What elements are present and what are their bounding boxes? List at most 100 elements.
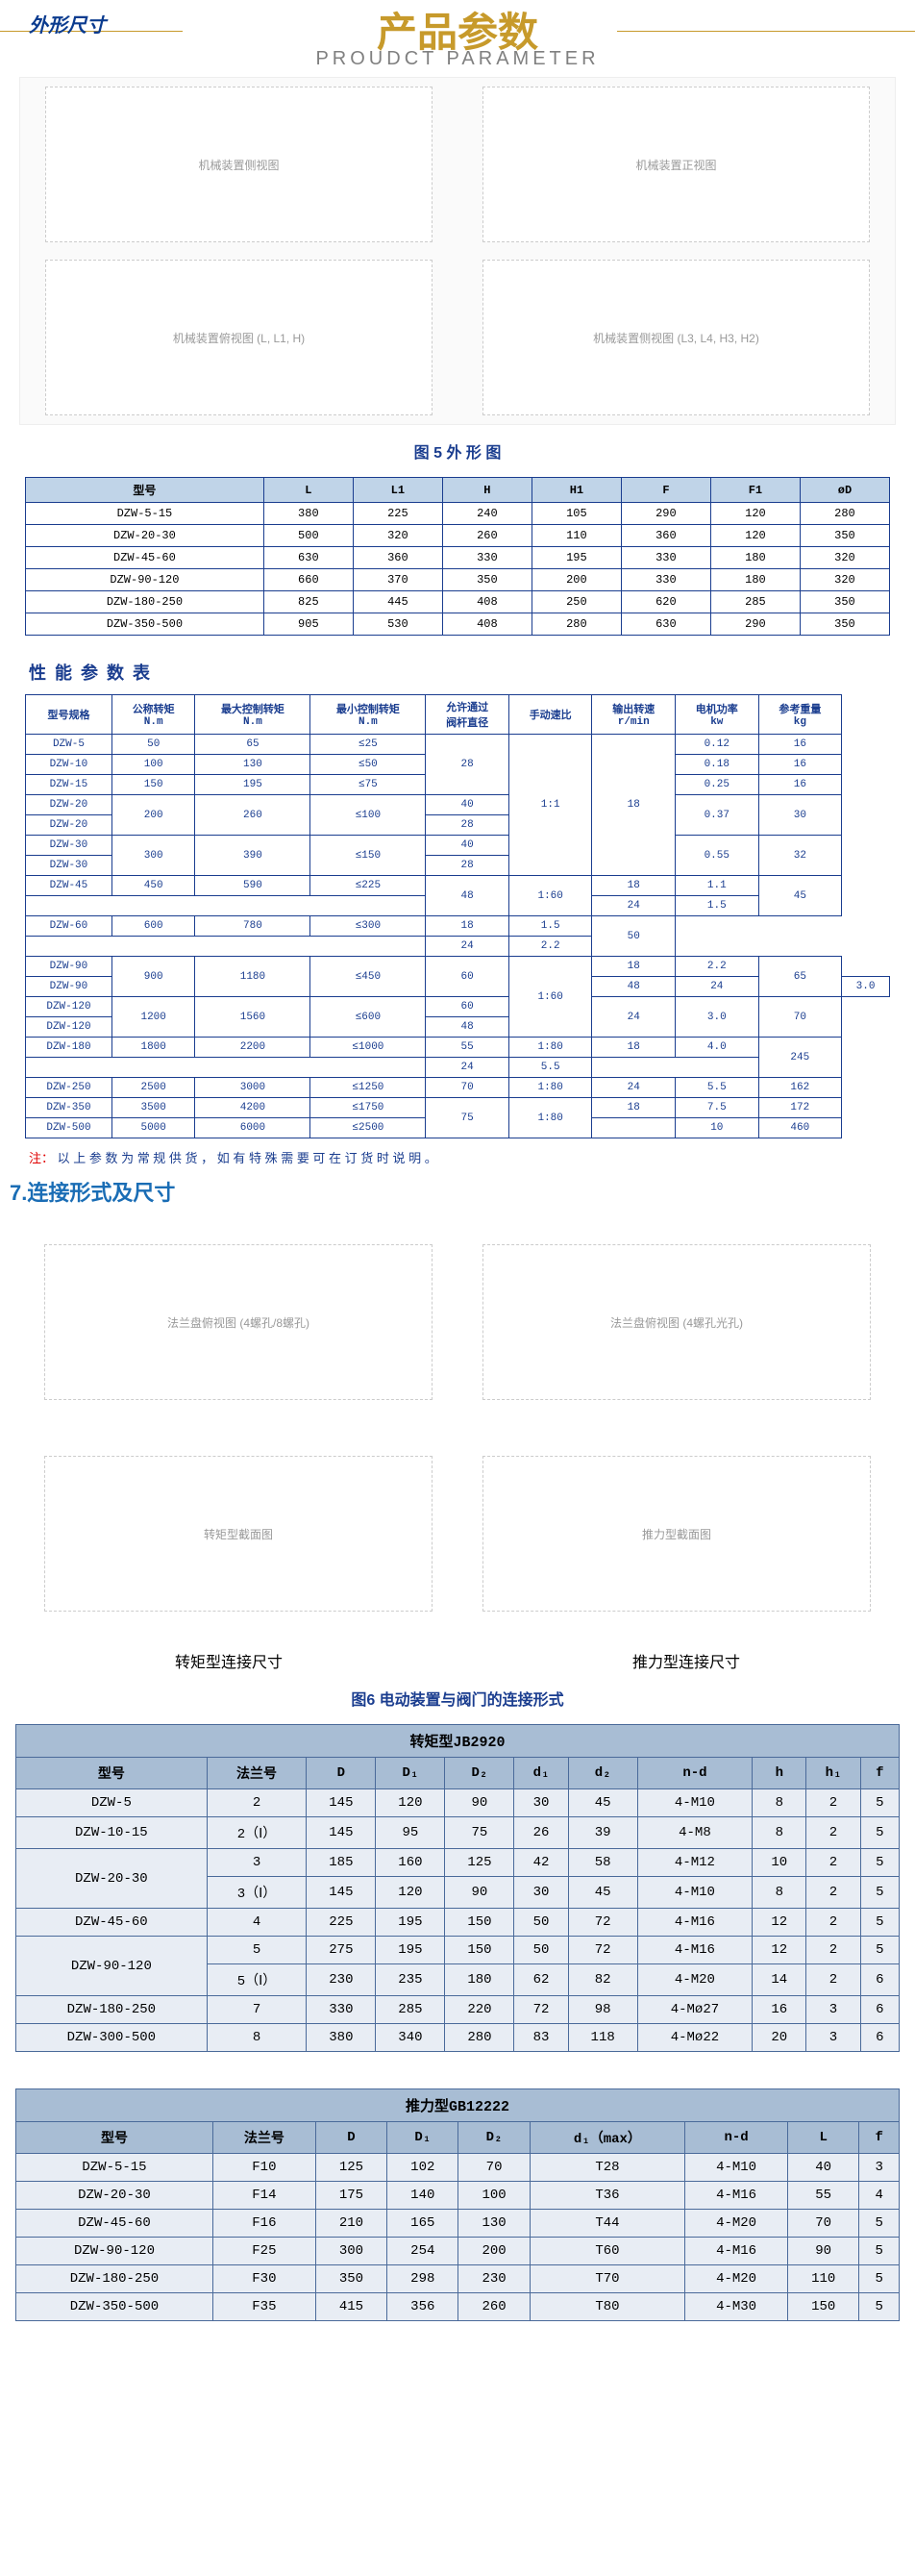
table-cell: DZW-45-60 bbox=[26, 547, 264, 569]
table-cell: 210 bbox=[315, 2210, 386, 2238]
table-header: D₁ bbox=[376, 1758, 445, 1789]
table-cell: 2 bbox=[806, 1964, 860, 1996]
table-cell: 24 bbox=[426, 1058, 509, 1078]
table-cell: 285 bbox=[376, 1996, 445, 2024]
table-cell: 1180 bbox=[195, 957, 310, 997]
table-cell: F25 bbox=[212, 2238, 315, 2265]
table-header: L bbox=[788, 2122, 859, 2154]
table-cell: 350 bbox=[800, 613, 889, 636]
table-cell: 10 bbox=[753, 1849, 806, 1877]
table-header: 型号规格 bbox=[26, 695, 112, 735]
table-header: øD bbox=[800, 478, 889, 503]
table-cell: 3.0 bbox=[842, 977, 890, 997]
table-cell: DZW-350-500 bbox=[16, 2293, 213, 2321]
table-cell: 350 bbox=[800, 591, 889, 613]
table-cell: 240 bbox=[442, 503, 532, 525]
table-cell: 5（Ⅰ） bbox=[207, 1964, 307, 1996]
table-cell: 4-M20 bbox=[637, 1964, 753, 1996]
drawing-2: 机械装置正视图 bbox=[482, 87, 869, 242]
table-cell: 5 bbox=[859, 2238, 900, 2265]
table-cell: 260 bbox=[458, 2293, 530, 2321]
note-label: 注： bbox=[29, 1151, 54, 1165]
table-cell: 2500 bbox=[111, 1078, 195, 1098]
table-cell: 185 bbox=[307, 1849, 376, 1877]
performance-table: 型号规格公称转矩N.m最大控制转矩N.m最小控制转矩N.m允许通过阀杆直径手动速… bbox=[25, 694, 890, 1138]
table-cell: 195 bbox=[195, 775, 310, 795]
table-cell: F14 bbox=[212, 2182, 315, 2210]
table-cell: DZW-120 bbox=[26, 997, 112, 1017]
table-cell: 18 bbox=[426, 916, 509, 937]
table-cell: 120 bbox=[376, 1877, 445, 1909]
table-cell: 48 bbox=[426, 1017, 509, 1038]
table-cell: 500 bbox=[263, 525, 353, 547]
table-cell: 14 bbox=[753, 1964, 806, 1996]
table-cell: 5.5 bbox=[508, 1058, 592, 1078]
table-cell: 26 bbox=[514, 1817, 568, 1849]
table-cell: 1.1 bbox=[676, 876, 759, 896]
table-cell: 330 bbox=[307, 1996, 376, 2024]
table-header: 参考重量kg bbox=[758, 695, 842, 735]
connection-type-labels: 转矩型连接尺寸 推力型连接尺寸 bbox=[0, 1649, 915, 1672]
table-cell: 145 bbox=[307, 1817, 376, 1849]
table-cell: 370 bbox=[353, 569, 442, 591]
table-cell: 250 bbox=[532, 591, 621, 613]
table-cell: 380 bbox=[307, 2024, 376, 2052]
table-cell: 8 bbox=[753, 1789, 806, 1817]
table-cell: 0.12 bbox=[676, 735, 759, 755]
drawing-1: 机械装置侧视图 bbox=[45, 87, 432, 242]
table-cell: 160 bbox=[376, 1849, 445, 1877]
table-cell: 40 bbox=[426, 795, 509, 815]
table-cell: F16 bbox=[212, 2210, 315, 2238]
table-cell: 225 bbox=[307, 1909, 376, 1937]
table-cell: T36 bbox=[530, 2182, 684, 2210]
table-cell: T44 bbox=[530, 2210, 684, 2238]
table-cell: DZW-20-30 bbox=[16, 1849, 208, 1909]
table-cell: 28 bbox=[426, 856, 509, 876]
table-cell: DZW-20-30 bbox=[16, 2182, 213, 2210]
table-cell: 18 bbox=[592, 735, 676, 876]
table-cell: 200 bbox=[532, 569, 621, 591]
table-cell: T60 bbox=[530, 2238, 684, 2265]
table-cell: F10 bbox=[212, 2154, 315, 2182]
table-cell: 2（Ⅰ） bbox=[207, 1817, 307, 1849]
table-header: 允许通过阀杆直径 bbox=[426, 695, 509, 735]
table-cell: 2.2 bbox=[508, 937, 592, 957]
table-cell: 408 bbox=[442, 613, 532, 636]
table-cell: 350 bbox=[315, 2265, 386, 2293]
table-cell: 175 bbox=[315, 2182, 386, 2210]
table-cell: 4.0 bbox=[676, 1038, 759, 1058]
table-cell: 16 bbox=[758, 755, 842, 775]
table-cell: 72 bbox=[568, 1937, 637, 1964]
table-cell: 42 bbox=[514, 1849, 568, 1877]
table-cell: 320 bbox=[800, 569, 889, 591]
table-cell: 12 bbox=[753, 1909, 806, 1937]
table-cell: 4 bbox=[859, 2182, 900, 2210]
table-header: d₁ bbox=[514, 1758, 568, 1789]
table-cell: 4200 bbox=[195, 1098, 310, 1118]
table-header: f bbox=[859, 2122, 900, 2154]
table-cell: 6000 bbox=[195, 1118, 310, 1138]
table-cell: 180 bbox=[710, 547, 800, 569]
table-cell: 70 bbox=[788, 2210, 859, 2238]
table-cell: DZW-90-120 bbox=[26, 569, 264, 591]
table-cell: 28 bbox=[426, 735, 509, 795]
table-cell: 145 bbox=[307, 1877, 376, 1909]
table-cell: DZW-5 bbox=[26, 735, 112, 755]
table-cell: 5 bbox=[207, 1937, 307, 1964]
section7-title: 7.连接形式及尺寸 bbox=[10, 1176, 915, 1207]
table-cell: 2 bbox=[806, 1937, 860, 1964]
table-cell: 100 bbox=[458, 2182, 530, 2210]
table-cell: 3 bbox=[859, 2154, 900, 2182]
table-cell: 380 bbox=[263, 503, 353, 525]
table-cell: 4 bbox=[207, 1909, 307, 1937]
table-cell: 125 bbox=[445, 1849, 514, 1877]
table-cell: 62 bbox=[514, 1964, 568, 1996]
figure6-caption: 图6 电动装置与阀门的连接形式 bbox=[0, 1687, 915, 1710]
table-cell: 280 bbox=[800, 503, 889, 525]
drawing-3: 机械装置俯视图 (L, L1, H) bbox=[45, 260, 432, 415]
table-cell: 2 bbox=[806, 1877, 860, 1909]
table-cell: T80 bbox=[530, 2293, 684, 2321]
table-cell: 3000 bbox=[195, 1078, 310, 1098]
table-cell: 72 bbox=[568, 1909, 637, 1937]
table-cell: ≤75 bbox=[310, 775, 426, 795]
